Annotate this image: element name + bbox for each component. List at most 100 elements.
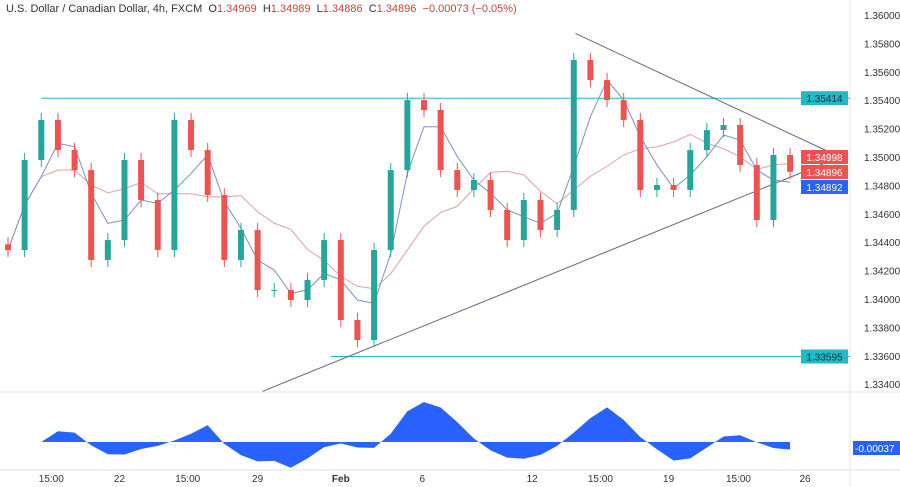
candle-body — [54, 119, 61, 151]
level-tag-label: 1.33595 — [806, 353, 843, 364]
candle-body — [737, 125, 744, 165]
candle — [237, 222, 244, 268]
y-tick-label: 1.35200 — [864, 125, 900, 136]
candle-body — [254, 229, 261, 291]
change-value: −0.00073 (−0.05%) — [422, 3, 517, 15]
close-label: C — [368, 3, 377, 15]
candle — [587, 52, 594, 88]
x-tick-label: 6 — [420, 474, 426, 485]
candle — [737, 117, 744, 173]
symbol-title: U.S. Dollar / Canadian Dollar, 4h, FXCM — [6, 3, 203, 15]
candle-body — [387, 170, 394, 251]
candle — [104, 232, 111, 268]
candle-body — [104, 240, 111, 260]
x-tick-label: 12 — [527, 474, 539, 485]
candle-body — [687, 150, 694, 190]
candle — [138, 152, 145, 208]
candle — [421, 92, 427, 118]
candle — [321, 232, 328, 288]
x-tick-label: 15:00 — [39, 474, 64, 485]
x-tick-label: 15:00 — [588, 474, 613, 485]
candle-body — [470, 180, 477, 190]
price-tag-label: 1.34892 — [806, 183, 843, 194]
candle — [171, 112, 178, 258]
candle-body — [437, 109, 444, 171]
candle — [703, 122, 710, 158]
level-tag-label: 1.35414 — [806, 94, 843, 105]
candle — [88, 162, 95, 268]
price-tag — [801, 150, 848, 164]
candle — [387, 162, 394, 258]
candle — [221, 187, 228, 268]
candle-body — [321, 240, 328, 280]
candle — [71, 142, 78, 178]
candle-body — [703, 130, 710, 151]
candle — [604, 72, 611, 108]
triangle-trendline — [575, 33, 841, 158]
candle — [5, 237, 11, 258]
candle — [454, 162, 461, 198]
candle — [537, 192, 544, 238]
candle — [787, 147, 794, 179]
candle-body — [71, 150, 78, 171]
x-tick-label: 15:00 — [175, 474, 200, 485]
close-value: 1.34896 — [376, 3, 417, 15]
x-tick-label: 19 — [663, 474, 675, 485]
candle — [520, 192, 527, 248]
candle — [620, 92, 627, 128]
x-tick-label: 22 — [114, 474, 126, 485]
candle-body — [421, 100, 427, 110]
candle-body — [653, 184, 660, 190]
candle-body — [504, 209, 511, 241]
y-tick-label: 1.33800 — [864, 323, 900, 334]
candle-body — [188, 119, 195, 151]
candle-body — [88, 170, 95, 260]
candle-body — [138, 159, 145, 201]
price-tag — [801, 165, 848, 179]
candle-body — [454, 170, 461, 190]
candle-body — [554, 209, 561, 230]
candle — [188, 112, 195, 158]
candle-body — [720, 125, 727, 131]
oscillator-area — [8, 402, 791, 468]
candle-body — [753, 164, 760, 221]
candle — [770, 147, 777, 228]
candle — [437, 102, 444, 178]
candle-body — [637, 119, 644, 190]
candle-body — [770, 155, 777, 221]
candle-body — [237, 229, 244, 260]
candle-body — [204, 150, 211, 196]
candle-body — [287, 290, 294, 300]
candle — [687, 142, 694, 198]
candle — [271, 282, 278, 298]
x-tick-label: 15:00 — [726, 474, 751, 485]
oscillator-tag — [853, 441, 900, 455]
fast-moving-average-line — [7, 79, 791, 304]
candle-body — [787, 155, 794, 172]
candle-body — [404, 100, 411, 171]
candle — [354, 312, 361, 348]
candle — [504, 202, 511, 248]
candle — [487, 172, 494, 218]
candle — [254, 222, 261, 298]
candle — [670, 177, 677, 198]
candle — [653, 177, 660, 198]
y-tick-label: 1.34600 — [864, 210, 900, 221]
candle-body — [537, 200, 544, 230]
level-tag — [801, 91, 848, 106]
candle — [371, 242, 378, 348]
candle-body — [520, 200, 527, 241]
candle — [720, 117, 727, 138]
candle-body — [371, 250, 378, 341]
candle-body — [337, 240, 344, 321]
candle — [38, 112, 45, 168]
candle-body — [271, 290, 278, 292]
price-tag-label: 1.34998 — [806, 153, 843, 164]
y-tick-label: 1.35000 — [864, 153, 900, 164]
open-label: O — [208, 3, 217, 15]
y-tick-label: 1.36000 — [864, 11, 900, 22]
candle-body — [620, 100, 627, 120]
price-tag-label: 1.34896 — [806, 168, 843, 179]
